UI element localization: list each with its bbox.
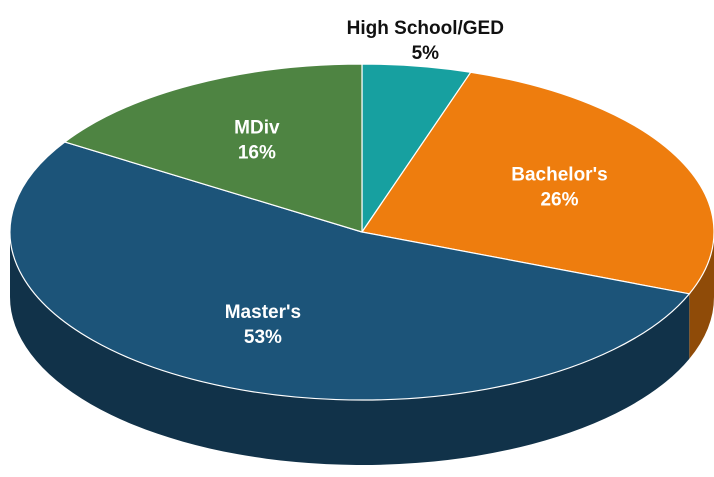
pie-slice (63, 63, 363, 233)
slice-label: MDiv (234, 118, 280, 139)
pie-side (10, 232, 690, 465)
slice-value: 26% (540, 190, 578, 211)
slice-label: Bachelor's (511, 165, 607, 186)
pie-slice (9, 141, 691, 401)
pie-slice (360, 71, 714, 295)
slice-label: High School/GED (347, 18, 504, 39)
slice-label: Master's (225, 302, 301, 323)
slice-value: 53% (244, 327, 282, 348)
slice-value: 16% (238, 143, 276, 164)
slice-value: 5% (412, 43, 440, 64)
